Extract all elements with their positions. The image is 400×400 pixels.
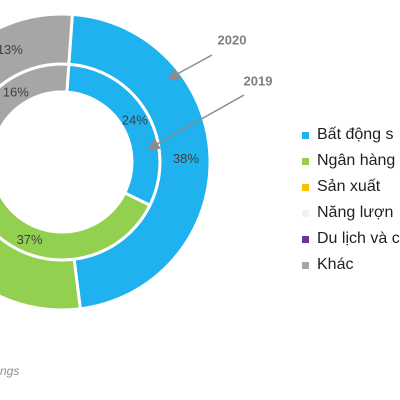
data-label-2020-5: 13% (0, 42, 23, 57)
legend-swatch (302, 157, 309, 165)
legend-label: Năng lượn (317, 204, 394, 221)
legend-label: Bất động s (317, 126, 394, 143)
legend-item: Khác (302, 252, 400, 278)
legend-item: Sản xuất (302, 174, 400, 200)
legend-swatch (302, 183, 309, 191)
data-label-2019-1: 37% (17, 232, 43, 247)
legend-swatch (302, 261, 309, 269)
legend-item: Ngân hàng (302, 148, 400, 174)
callout-arrow-2019 (147, 94, 245, 150)
slice-2020-1 (0, 235, 82, 312)
series-callout-2019: 2019 (244, 74, 273, 89)
series-callout-2020: 2020 (218, 33, 247, 48)
legend-swatch (302, 209, 309, 217)
legend-label: Khác (317, 256, 354, 273)
legend-item: Du lịch và c (302, 226, 400, 252)
legend: Bất động s Ngân hàng Sản xuất Năng lượn Du l… (302, 122, 400, 278)
legend-swatch (302, 131, 309, 139)
source-note: ngs (0, 364, 20, 378)
data-label-2020-0: 38% (173, 151, 199, 166)
legend-swatch (302, 235, 309, 243)
legend-label: Sản xuất (317, 178, 381, 195)
legend-item: Năng lượn (302, 200, 400, 226)
slice-2020-0 (67, 12, 212, 311)
slice-2020-5 (0, 12, 74, 89)
data-label-2019-0: 24% (122, 113, 148, 128)
callout-arrow-2020 (167, 54, 213, 80)
data-label-2019-5: 16% (3, 84, 29, 99)
legend-item: Bất động s (302, 122, 400, 148)
legend-label: Ngân hàng (317, 152, 396, 169)
legend-label: Du lịch và c (317, 230, 400, 247)
